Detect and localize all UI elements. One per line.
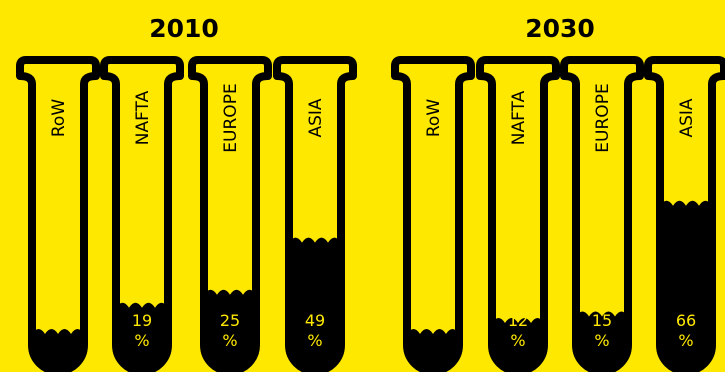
- value-unit-europe: %: [594, 331, 609, 350]
- region-label-row: RoW: [49, 99, 69, 137]
- tube-2010-nafta: NAFTA 19%: [100, 56, 184, 372]
- region-label-asia: ASIA: [306, 98, 326, 137]
- value-label-europe: 15: [592, 311, 612, 330]
- value-label-nafta: 12: [508, 311, 528, 330]
- liquid-fill-nafta: [116, 302, 168, 371]
- chart-title-2030: 2030: [525, 14, 595, 43]
- region-label-nafta: NAFTA: [133, 90, 153, 145]
- region-label-nafta: NAFTA: [509, 90, 529, 145]
- value-label-asia: 49: [305, 311, 325, 330]
- value-label-nafta: 19: [132, 311, 152, 330]
- tube-2030-europe: EUROPE 15%: [560, 56, 644, 372]
- tube-2010-europe: EUROPE 25%: [188, 56, 272, 372]
- liquid-fill-europe: [204, 289, 256, 371]
- value-unit-europe: %: [222, 331, 237, 350]
- liquid-fill-row: [32, 329, 84, 371]
- chart-title-2010: 2010: [149, 14, 219, 43]
- tube-2030-asia: ASIA 66%: [644, 56, 725, 372]
- tube-2030-nafta: NAFTA 12%: [476, 56, 560, 372]
- value-unit-asia: %: [678, 331, 693, 350]
- region-label-europe: EUROPE: [593, 83, 613, 152]
- liquid-fill-asia: [289, 237, 341, 371]
- value-unit-nafta: %: [134, 331, 149, 350]
- region-label-europe: EUROPE: [221, 83, 241, 152]
- liquid-fill-nafta: [492, 317, 544, 371]
- region-label-asia: ASIA: [677, 98, 697, 137]
- value-label-asia: 66: [676, 311, 696, 330]
- value-unit-asia: %: [307, 331, 322, 350]
- region-label-row: RoW: [424, 99, 444, 137]
- tube-2010-asia: ASIA 49%: [273, 56, 357, 372]
- liquid-fill-asia: [660, 200, 712, 371]
- value-label-europe: 25: [220, 311, 240, 330]
- tube-2010-row: RoW: [16, 56, 100, 372]
- value-unit-nafta: %: [510, 331, 525, 350]
- liquid-fill-europe: [576, 311, 628, 371]
- tube-2030-row: RoW: [391, 56, 475, 372]
- liquid-fill-row: [407, 329, 459, 371]
